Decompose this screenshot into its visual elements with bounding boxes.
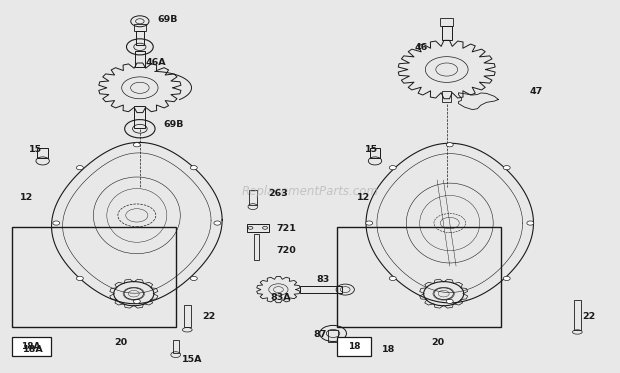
Text: 15: 15: [365, 145, 378, 154]
Text: 18: 18: [348, 342, 361, 351]
Text: 87: 87: [313, 330, 326, 339]
Text: 720: 720: [277, 246, 296, 255]
Circle shape: [389, 276, 396, 280]
Circle shape: [53, 221, 60, 225]
Circle shape: [133, 299, 140, 304]
Bar: [12, 227, 176, 327]
Circle shape: [527, 221, 534, 225]
Text: 20: 20: [432, 338, 445, 348]
Text: 15: 15: [29, 145, 42, 154]
Circle shape: [190, 276, 197, 280]
Text: 18A: 18A: [21, 342, 41, 351]
Text: 69B: 69B: [157, 15, 177, 23]
Text: 22: 22: [202, 312, 215, 321]
Bar: [337, 227, 502, 327]
Circle shape: [446, 299, 453, 304]
Text: 83: 83: [316, 275, 329, 284]
Circle shape: [503, 276, 510, 280]
Text: 12: 12: [20, 193, 33, 202]
Text: 263: 263: [268, 189, 288, 198]
Bar: [247, 224, 268, 232]
FancyBboxPatch shape: [337, 337, 371, 357]
Text: 20: 20: [114, 338, 128, 348]
Text: 12: 12: [357, 193, 371, 202]
Text: 83A: 83A: [270, 294, 291, 303]
Text: 22: 22: [582, 312, 595, 321]
FancyBboxPatch shape: [12, 337, 51, 357]
Text: 69B: 69B: [163, 120, 184, 129]
Text: 15A: 15A: [182, 354, 203, 364]
Circle shape: [503, 166, 510, 170]
Circle shape: [214, 221, 221, 225]
Circle shape: [76, 166, 83, 170]
Circle shape: [76, 276, 83, 280]
Text: 46: 46: [415, 43, 428, 52]
Text: 46A: 46A: [146, 58, 167, 67]
Circle shape: [366, 221, 373, 225]
Circle shape: [133, 142, 140, 147]
Circle shape: [190, 166, 197, 170]
Text: 721: 721: [277, 224, 296, 233]
Text: 18: 18: [382, 345, 395, 354]
Text: 47: 47: [530, 87, 543, 96]
Circle shape: [389, 166, 396, 170]
Circle shape: [446, 142, 453, 147]
Text: ReplacementParts.com: ReplacementParts.com: [242, 185, 378, 198]
Text: 18A: 18A: [23, 345, 44, 354]
